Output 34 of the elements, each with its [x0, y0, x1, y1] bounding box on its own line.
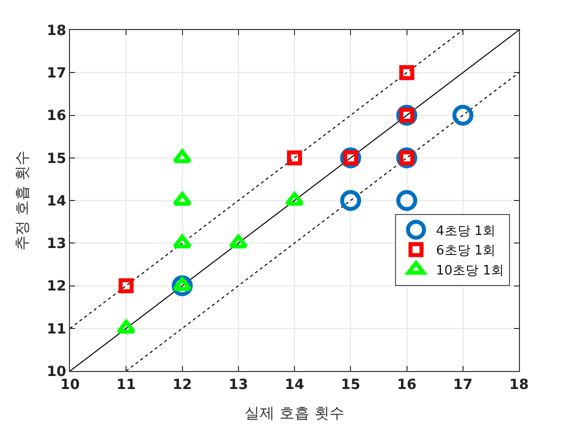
x-axis-title: 실제 호흡 횟수	[244, 404, 344, 422]
legend-label: 4초당 1회	[436, 224, 496, 239]
x-tick-label: 18	[509, 376, 529, 393]
y-tick-label: 14	[46, 193, 66, 210]
y-tick-label: 15	[46, 150, 66, 167]
point	[172, 234, 192, 248]
point	[172, 149, 192, 164]
x-tick-label: 14	[284, 376, 304, 393]
point	[396, 190, 418, 211]
point	[452, 104, 474, 126]
y-tick-label: 13	[46, 236, 66, 252]
x-tick-label: 17	[453, 376, 473, 393]
y-axis-title: 추정 호흡 횟수	[12, 150, 31, 250]
y-tick-label: 17	[46, 66, 66, 82]
x-tick-label: 12	[172, 376, 192, 393]
y-tick-label: 16	[46, 108, 66, 124]
y-tick-label: 12	[46, 278, 66, 295]
x-tick-label: 15	[340, 376, 360, 393]
point	[172, 277, 192, 291]
point	[340, 190, 362, 211]
x-tick-label: 16	[397, 376, 416, 393]
point	[172, 192, 192, 206]
x-tick-label: 13	[228, 376, 248, 393]
y-tick-label: 11	[46, 321, 66, 338]
x-tick-label: 11	[116, 376, 136, 393]
point	[399, 65, 414, 80]
point	[116, 320, 136, 334]
y-tick-label: 18	[46, 22, 66, 39]
legend-label: 10초당 1회	[436, 264, 504, 279]
point	[287, 150, 302, 166]
legend-label: 6초당 1회	[436, 244, 496, 259]
point	[228, 234, 248, 248]
point	[284, 192, 304, 206]
point	[118, 278, 134, 294]
